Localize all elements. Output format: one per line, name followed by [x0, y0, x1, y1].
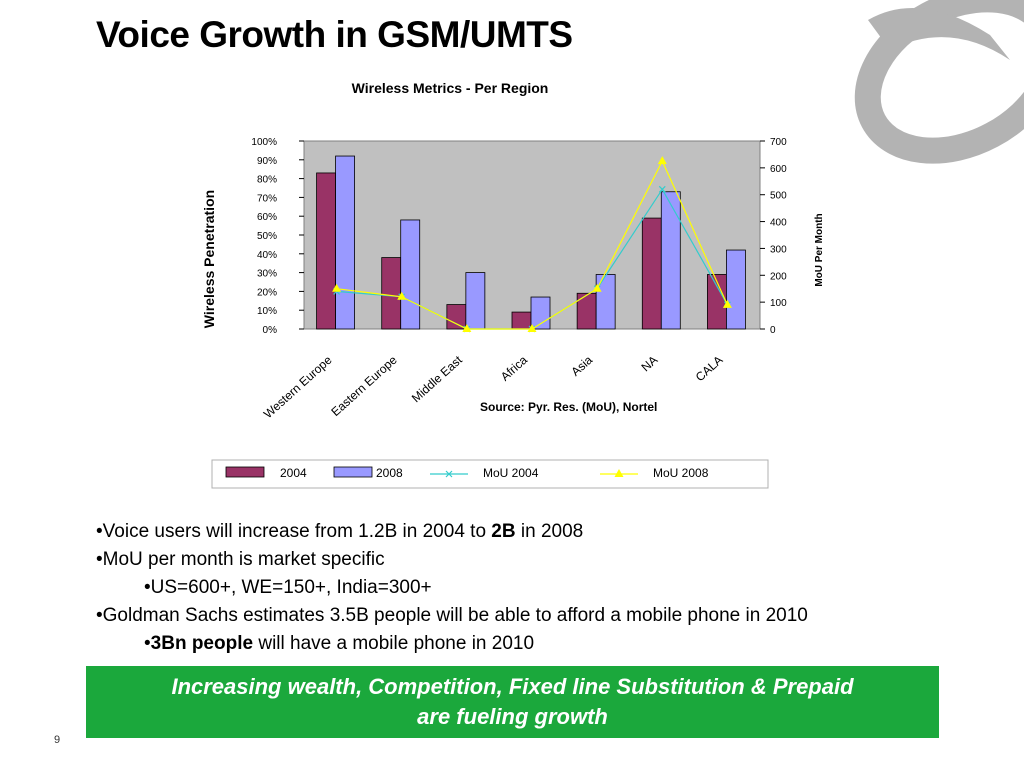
bullet-text: • — [144, 633, 151, 654]
bar-2004 — [316, 172, 336, 330]
chart-title: Wireless Metrics - Per Region — [351, 80, 549, 96]
legend-label: 2008 — [376, 466, 403, 480]
marker-MoU 2008 — [332, 283, 342, 292]
y2-tick-label: 0 — [770, 325, 776, 336]
x-category-label: Western Europe — [261, 353, 335, 421]
x-category-label: Asia — [568, 353, 595, 379]
bullet-text: •US=600+, WE=150+, India=300+ — [144, 577, 432, 598]
bar-2008 — [465, 272, 486, 330]
marker-MoU 2008 — [527, 324, 537, 332]
bullet-text: •Goldman Sachs estimates 3.5B people wil… — [96, 605, 808, 626]
page-number: 9 — [54, 734, 61, 746]
marker-MoU 2008 — [462, 324, 472, 332]
legend-swatch-2008 — [333, 466, 373, 478]
legend-swatch-2004 — [225, 466, 265, 478]
bullet-bold-text: 2B — [491, 521, 516, 542]
legend-marker-MoU 2008 — [614, 469, 624, 477]
x-category-label: Eastern Europe — [328, 353, 400, 419]
y2-tick-label: 200 — [770, 271, 787, 282]
legend-marker-MoU 2004 — [445, 470, 453, 478]
bar-2004 — [381, 257, 402, 330]
marker-MoU 2008 — [722, 299, 732, 308]
y-tick-label: 40% — [257, 250, 277, 261]
y-tick-label: 90% — [257, 156, 277, 167]
bullet-item: •3Bn people will have a mobile phone in … — [96, 630, 808, 658]
x-category-label: CALA — [693, 353, 726, 384]
marker-MoU 2008 — [397, 291, 407, 300]
legend-label: MoU 2004 — [483, 466, 539, 480]
x-category-label: NA — [639, 353, 661, 375]
y2-tick-label: 400 — [770, 218, 787, 229]
y-tick-label: 50% — [257, 231, 277, 242]
legend-label: 2004 — [280, 466, 307, 480]
y2-tick-label: 300 — [770, 244, 787, 255]
bullet-item: •Voice users will increase from 1.2B in … — [96, 518, 808, 546]
y-tick-label: 60% — [257, 212, 277, 223]
chart: 0% 10% 20% 30% 40% 50% 60% 70% 80% 90% 100% 0 100 200… — [201, 137, 825, 489]
bar-2008 — [400, 219, 421, 330]
bar-2008 — [595, 274, 616, 330]
bullet-text-after: in 2008 — [515, 521, 584, 542]
bar-2004 — [446, 304, 467, 330]
legend-box — [211, 459, 769, 489]
bullet-list: •Voice users will increase from 1.2B in … — [96, 518, 808, 658]
y-tick-label: 10% — [257, 306, 277, 317]
x-category-label: Middle East — [409, 352, 465, 405]
marker-MoU 2004 — [658, 185, 666, 193]
y-tick-label: 100% — [251, 137, 277, 148]
bullet-bold-text: 3Bn people — [150, 633, 254, 654]
y-tick-label: 0% — [263, 325, 278, 336]
key-message-banner: Increasing wealth, Competition, Fixed li… — [86, 666, 939, 738]
marker-MoU 2008 — [592, 283, 602, 292]
y2-tick-label: 500 — [770, 191, 787, 202]
chart-source-note: Source: Pyr. Res. (MoU), Nortel — [480, 400, 657, 414]
marker-MoU 2008 — [657, 156, 667, 165]
bullet-text-after: will have a mobile phone in 2010 — [253, 633, 535, 654]
x-category-label: Africa — [498, 353, 530, 384]
bullet-item: •Goldman Sachs estimates 3.5B people wil… — [96, 602, 808, 630]
bullet-item: •MoU per month is market specific — [96, 546, 808, 574]
bar-2008 — [660, 191, 681, 330]
y-axis-title: Wireless Penetration — [201, 190, 217, 328]
y2-tick-label: 600 — [770, 164, 787, 175]
bar-2004 — [641, 217, 662, 330]
legend-label: MoU 2008 — [653, 466, 709, 480]
y-tick-label: 80% — [257, 175, 277, 186]
y-tick-label: 30% — [257, 269, 277, 280]
y2-axis-title: MoU Per Month — [814, 213, 825, 286]
bullet-text: •Voice users will increase from 1.2B in … — [96, 521, 492, 542]
y2-tick-label: 700 — [770, 137, 787, 148]
y2-tick-label: 100 — [770, 298, 787, 309]
bar-2008 — [726, 249, 746, 330]
bar-2004 — [511, 311, 532, 330]
bar-2008 — [335, 155, 355, 330]
bullet-text: •MoU per month is market specific — [96, 549, 385, 570]
slide-title: Voice Growth in GSM/UMTS — [96, 14, 573, 55]
y-tick-label: 20% — [257, 287, 277, 298]
banner-line-2: are fueling growth — [417, 704, 608, 729]
y-tick-label: 70% — [257, 193, 277, 204]
banner-line-1: Increasing wealth, Competition, Fixed li… — [171, 674, 854, 699]
bullet-item: •US=600+, WE=150+, India=300+ — [96, 574, 808, 602]
